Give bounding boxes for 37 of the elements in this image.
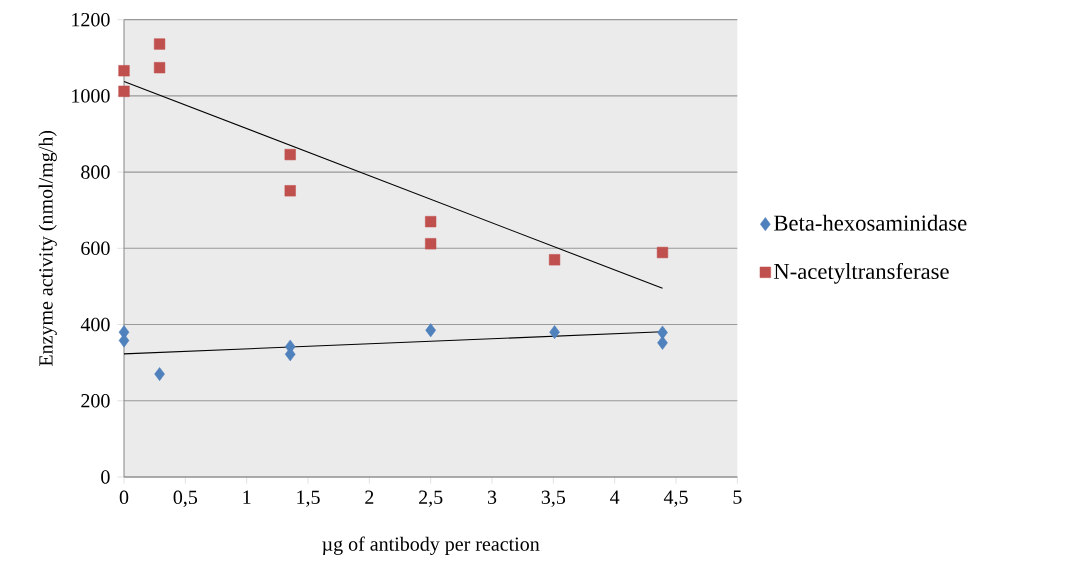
point — [548, 254, 561, 266]
y-tick-label: 600 — [81, 241, 110, 256]
point — [656, 246, 669, 259]
point — [657, 335, 668, 350]
y-tick-label: 1200 — [72, 12, 110, 27]
x-tick-label: 2 — [365, 490, 374, 504]
x-tick-label: 0,5 — [173, 490, 198, 507]
y-axis-title: Enzyme activity (nmol/mg/h) — [38, 130, 57, 367]
y-tick-label: 200 — [81, 394, 110, 408]
y-tick-label: 1000 — [72, 89, 110, 103]
x-axis-title: µg of antibody per reaction — [322, 536, 540, 555]
point — [118, 65, 130, 77]
y-tick-label: 800 — [81, 165, 110, 179]
x-tick-label: 2,5 — [419, 490, 443, 507]
x-tick-label: 3,5 — [541, 490, 566, 507]
point — [657, 325, 668, 340]
point — [549, 325, 560, 340]
point — [154, 367, 165, 382]
x-tick-label: 4 — [610, 490, 620, 504]
point — [425, 238, 437, 250]
x-tick-label: 1,5 — [297, 490, 320, 507]
x-tick-label: 0 — [119, 490, 129, 505]
y-tick-label: 400 — [80, 317, 110, 332]
legend-label: N-acetyltransferase — [773, 262, 949, 284]
x-tick-label: 5 — [733, 490, 742, 504]
point — [425, 216, 437, 228]
x-tick-label: 3 — [487, 490, 497, 505]
point — [284, 148, 296, 161]
point — [153, 38, 166, 50]
x-tick-label: 4,5 — [663, 490, 688, 507]
point — [284, 185, 296, 197]
x-tick-label: 1 — [243, 490, 251, 504]
point — [153, 62, 166, 74]
legend-label: Beta-hexosaminidase — [773, 214, 967, 231]
point — [425, 323, 436, 338]
point — [118, 85, 130, 97]
y-tick-label: 0 — [101, 470, 110, 484]
